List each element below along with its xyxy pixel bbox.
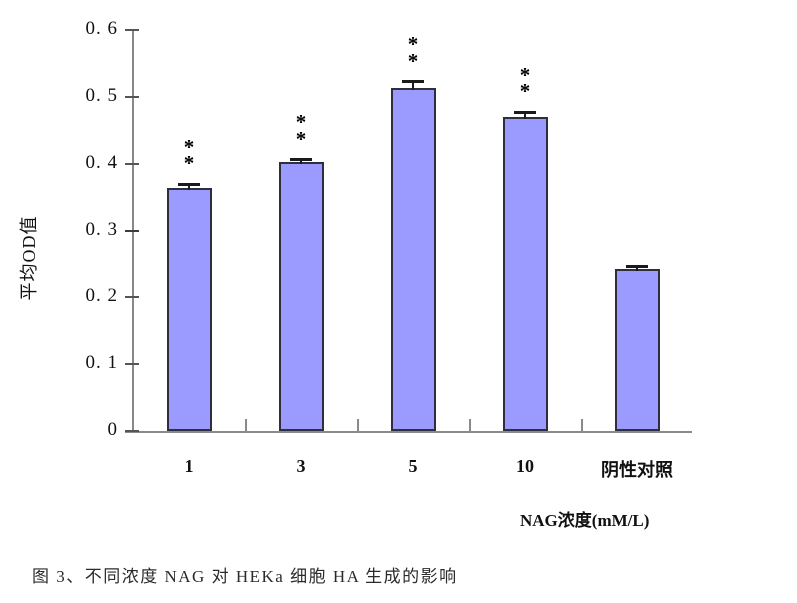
y-tick-label-wrap: 0. 5 <box>48 86 118 105</box>
x-tick-label: 1 <box>184 456 194 476</box>
y-tick-mark <box>125 29 139 31</box>
y-tick-mark <box>125 363 139 366</box>
y-tick-label: 0. 6 <box>85 18 118 39</box>
y-tick-label-wrap: 0. 1 <box>48 353 118 372</box>
x-tick-mark <box>581 419 583 432</box>
y-tick-label: 0. 1 <box>85 352 118 374</box>
y-tick-label: 0. 5 <box>85 84 118 106</box>
y-tick-label: 0. 4 <box>85 151 118 173</box>
x-tick-label: 5 <box>408 456 418 476</box>
bar <box>278 161 324 431</box>
bar <box>166 188 212 431</box>
error-bar-stem <box>412 80 414 91</box>
x-tick-mark <box>245 419 247 432</box>
y-tick-label-wrap: 0. 6 <box>48 19 118 38</box>
error-bar-stem <box>524 110 526 119</box>
y-tick-label-wrap: 0. 3 <box>48 220 118 239</box>
x-axis-title: NAG浓度(mM/L) <box>520 511 650 530</box>
bar <box>614 269 660 431</box>
x-tick-mark <box>469 419 471 432</box>
y-tick-mark <box>125 229 139 232</box>
y-tick-label: 0. 2 <box>85 285 118 307</box>
x-tick-label: 3 <box>296 456 306 476</box>
error-bar-stem <box>636 265 638 272</box>
y-tick-label-wrap: 0. 2 <box>48 286 118 305</box>
y-tick-mark <box>125 95 139 98</box>
error-bar-cap <box>514 110 536 114</box>
error-bar-cap <box>402 80 424 84</box>
x-axis-line <box>125 431 692 433</box>
y-tick-mark <box>125 430 139 432</box>
y-tick-label-wrap: 0 <box>48 420 118 439</box>
x-tick-label: 阴性对照 <box>601 460 673 480</box>
error-bar-stem <box>188 183 190 191</box>
y-tick-label: 0. 3 <box>85 218 118 240</box>
y-axis-title: 平均OD值 <box>19 215 39 301</box>
error-bar-cap <box>626 265 648 269</box>
y-tick-mark <box>125 296 139 299</box>
error-bar-cap <box>178 183 200 187</box>
y-tick-label: 0 <box>107 419 118 440</box>
x-tick-label: 10 <box>516 456 534 476</box>
y-tick-mark <box>125 162 139 165</box>
significance-marker: * * <box>519 62 531 104</box>
x-tick-mark <box>357 419 359 432</box>
bar <box>502 116 548 431</box>
bar <box>390 88 436 431</box>
significance-marker: * * <box>407 32 419 73</box>
y-tick-label-wrap: 0. 4 <box>48 153 118 172</box>
significance-marker: * * <box>183 135 195 176</box>
significance-marker: * * <box>295 110 307 151</box>
figure-caption: 图 3、不同浓度 NAG 对 HEKa 细胞 HA 生成的影响 <box>32 567 458 586</box>
error-bar-cap <box>290 158 312 162</box>
